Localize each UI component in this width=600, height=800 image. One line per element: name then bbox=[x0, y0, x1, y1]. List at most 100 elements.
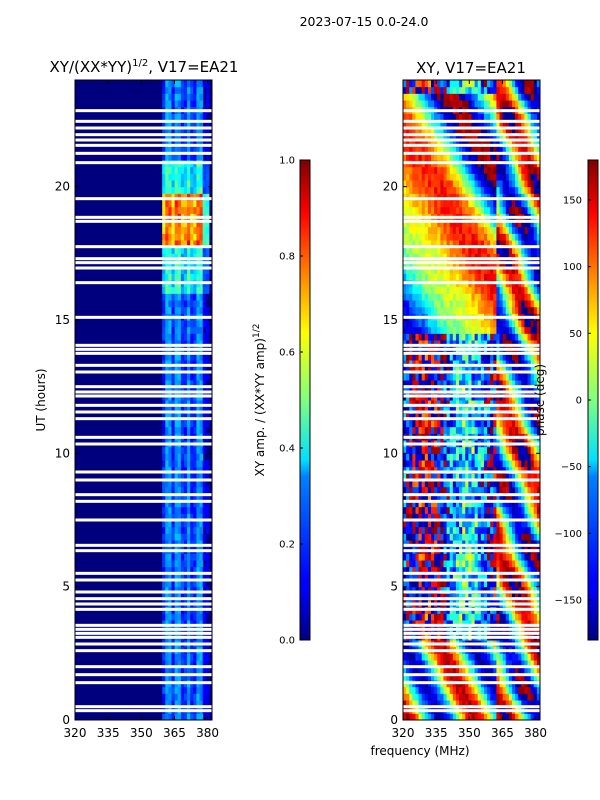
amplitude-cell bbox=[199, 300, 204, 308]
amplitude-cell bbox=[165, 700, 169, 708]
phase-cell bbox=[524, 686, 529, 694]
phase-cell bbox=[527, 566, 532, 574]
amplitude-cell bbox=[171, 586, 176, 594]
phase-cell bbox=[434, 560, 438, 568]
phase-cell bbox=[471, 253, 476, 261]
amplitude-cell bbox=[168, 333, 173, 341]
phase-cell bbox=[455, 220, 460, 228]
phase-cell bbox=[490, 273, 494, 281]
phase-cell bbox=[403, 693, 407, 701]
amplitude-cell bbox=[165, 133, 169, 141]
phase-cell bbox=[446, 466, 451, 474]
amplitude-cell bbox=[196, 186, 201, 194]
phase-cell bbox=[409, 286, 413, 294]
phase-cell bbox=[487, 573, 491, 581]
phase-cell bbox=[421, 420, 426, 428]
phase-cell bbox=[530, 233, 535, 241]
phase-cell bbox=[499, 286, 504, 294]
amplitude-cell bbox=[177, 486, 182, 494]
amplitude-cell bbox=[174, 226, 179, 234]
phase-cell bbox=[462, 200, 466, 208]
phase-cell bbox=[527, 453, 532, 461]
phase-cell bbox=[499, 420, 504, 428]
phase-cell bbox=[536, 300, 540, 308]
phase-cell bbox=[533, 533, 538, 541]
phase-cell bbox=[459, 353, 463, 361]
amplitude-cell bbox=[168, 400, 173, 408]
phase-cell bbox=[446, 480, 451, 488]
phase-cell bbox=[437, 353, 441, 361]
phase-cell bbox=[455, 500, 460, 508]
phase-cell bbox=[515, 513, 519, 521]
phase-cell bbox=[515, 500, 519, 508]
phase-cell bbox=[443, 653, 448, 661]
phase-cell bbox=[477, 686, 482, 694]
phase-cell bbox=[502, 693, 507, 701]
amplitude-cell bbox=[196, 540, 201, 548]
phase-cell bbox=[452, 333, 457, 341]
phase-cell bbox=[437, 266, 441, 274]
phase-cell bbox=[480, 446, 485, 454]
amplitude-cell bbox=[199, 253, 204, 261]
amplitude-cell bbox=[168, 426, 173, 434]
phase-cell bbox=[437, 460, 441, 468]
phase-cell bbox=[415, 293, 420, 301]
amplitude-cell bbox=[196, 380, 201, 388]
phase-cell bbox=[527, 373, 532, 381]
amplitude-cell bbox=[183, 673, 188, 681]
amplitude-cell bbox=[205, 420, 210, 428]
phase-cell bbox=[490, 446, 494, 454]
amplitude-cell bbox=[187, 560, 191, 568]
phase-cell bbox=[530, 360, 535, 368]
phase-cell bbox=[527, 593, 532, 601]
amplitude-cell bbox=[199, 360, 204, 368]
phase-cell bbox=[515, 686, 519, 694]
phase-cell bbox=[468, 660, 472, 668]
phase-cell bbox=[530, 693, 535, 701]
amplitude-cell bbox=[180, 480, 185, 488]
amplitude-cell bbox=[174, 693, 179, 701]
amplitude-cell bbox=[177, 140, 182, 148]
amplitude-cell bbox=[174, 240, 179, 248]
amplitude-cell bbox=[205, 460, 210, 468]
phase-cell bbox=[462, 273, 466, 281]
amplitude-cell bbox=[196, 253, 201, 261]
phase-cell bbox=[527, 420, 532, 428]
phase-cell bbox=[421, 693, 426, 701]
phase-cell bbox=[406, 660, 410, 668]
phase-cell bbox=[449, 273, 454, 281]
phase-cell bbox=[515, 333, 519, 341]
phase-cell bbox=[418, 353, 423, 361]
phase-cell bbox=[518, 380, 522, 388]
amplitude-cell bbox=[205, 306, 210, 314]
phase-cell bbox=[403, 426, 407, 434]
amplitude-cell bbox=[196, 240, 201, 248]
phase-cell bbox=[477, 200, 482, 208]
phase-cell bbox=[418, 466, 423, 474]
phase-cell bbox=[434, 426, 438, 434]
phase-cell bbox=[499, 526, 504, 534]
phase-cell bbox=[443, 226, 448, 234]
amplitude-cell bbox=[174, 453, 179, 461]
amplitude-cell bbox=[180, 200, 185, 208]
amplitude-cell bbox=[162, 400, 166, 408]
phase-cell bbox=[533, 620, 538, 628]
amplitude-cell bbox=[174, 426, 179, 434]
phase-cell bbox=[480, 293, 485, 301]
amplitude-cell bbox=[193, 80, 197, 88]
phase-cell bbox=[449, 266, 454, 274]
phase-cell bbox=[440, 520, 444, 528]
phase-cell bbox=[465, 300, 469, 308]
amplitude-cell bbox=[180, 660, 185, 668]
amplitude-cell bbox=[174, 573, 179, 581]
phase-cell bbox=[418, 400, 423, 408]
amplitude-cell bbox=[171, 426, 176, 434]
phase-cell bbox=[471, 386, 476, 394]
amplitude-y-tick-label: 15 bbox=[55, 313, 70, 327]
phase-cell bbox=[533, 373, 538, 381]
phase-cell bbox=[483, 620, 488, 628]
amplitude-cell bbox=[165, 500, 169, 508]
phase-cell bbox=[455, 193, 460, 201]
amplitude-cell bbox=[162, 540, 166, 548]
phase-cell bbox=[446, 613, 451, 621]
